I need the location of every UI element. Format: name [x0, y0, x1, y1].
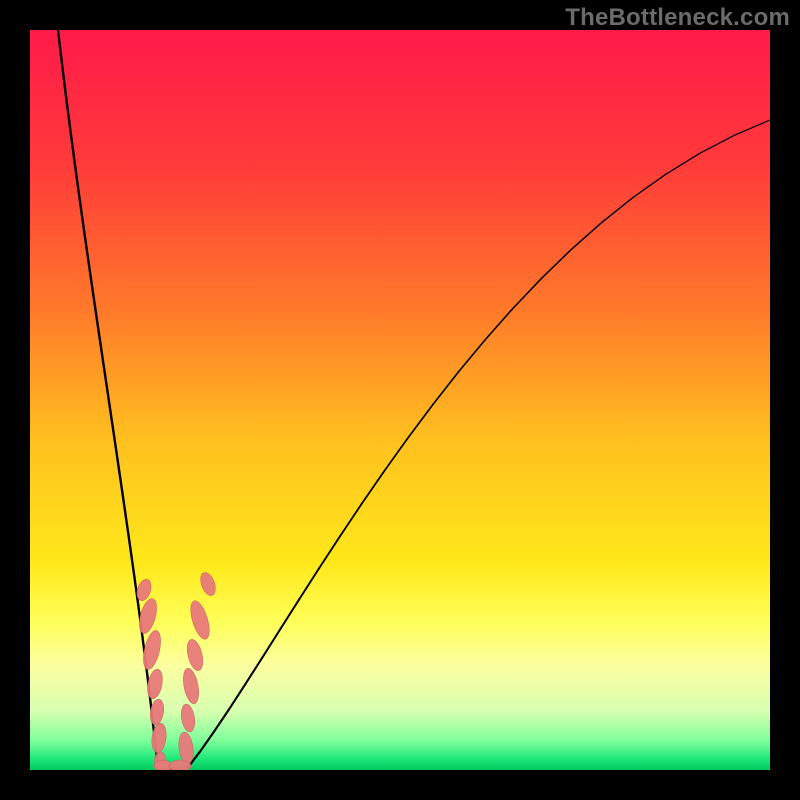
bottleneck-chart [0, 0, 800, 800]
chart-background [30, 30, 770, 770]
watermark-text: TheBottleneck.com [565, 4, 790, 32]
chart-container: TheBottleneck.com [0, 0, 800, 800]
